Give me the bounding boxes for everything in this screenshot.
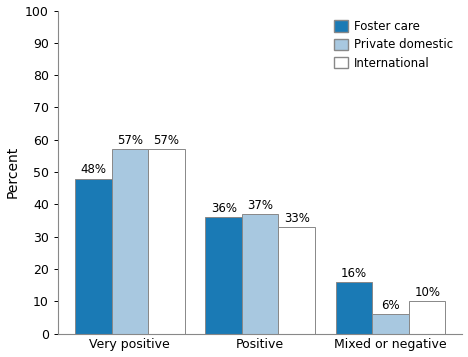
Text: 33%: 33% (284, 212, 310, 225)
Bar (373, 314, 409, 333)
Bar (148, 150, 184, 333)
Text: 57%: 57% (154, 134, 179, 147)
Bar (205, 217, 242, 333)
Text: 36%: 36% (211, 202, 237, 215)
Bar (242, 214, 278, 333)
Text: 6%: 6% (381, 299, 400, 312)
Bar (409, 301, 446, 333)
Y-axis label: Percent: Percent (6, 146, 20, 198)
Legend: Foster care, Private domestic, International: Foster care, Private domestic, Internati… (330, 16, 457, 73)
Text: 48%: 48% (80, 163, 106, 176)
Bar (336, 282, 373, 333)
Bar (111, 150, 148, 333)
Text: 57%: 57% (117, 134, 143, 147)
Text: 10%: 10% (414, 286, 440, 299)
Bar (278, 227, 315, 333)
Text: 37%: 37% (247, 199, 273, 212)
Text: 16%: 16% (341, 267, 367, 280)
Bar (75, 178, 111, 333)
